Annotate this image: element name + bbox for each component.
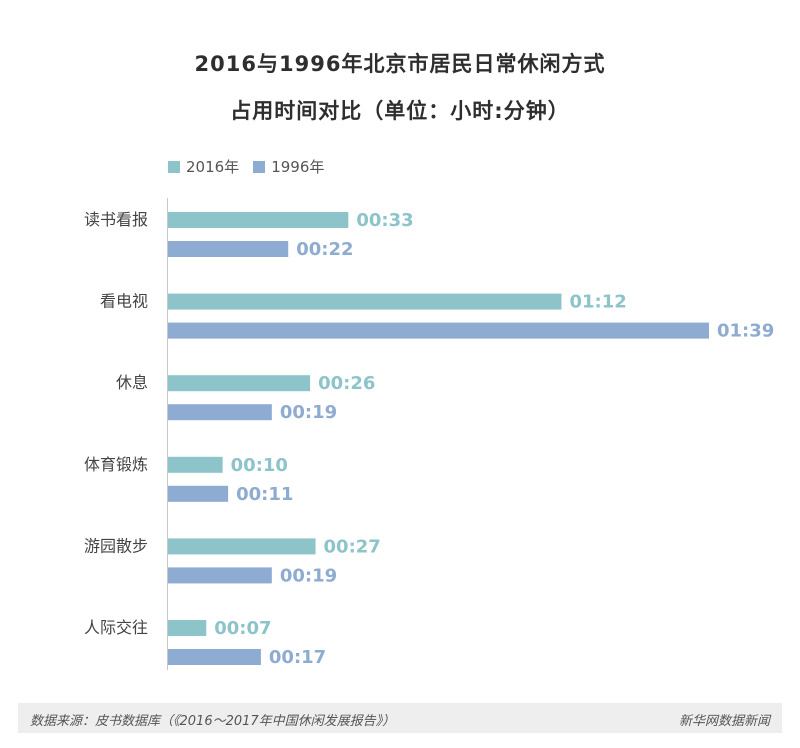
footer: 数据来源：皮书数据库（《2016～2017年中国休闲发展报告》） 新华网数据新闻 (18, 703, 782, 733)
bar-2016 (168, 538, 316, 555)
data-label: 00:22 (296, 239, 353, 260)
data-label: 00:27 (324, 536, 381, 557)
category-label: 看电视 (100, 292, 148, 311)
bar-2016 (168, 456, 223, 473)
data-label: 00:07 (214, 618, 271, 639)
legend-item-2016: 2016年 (168, 156, 239, 177)
category-label: 体育锻炼 (84, 455, 148, 474)
legend-item-1996: 1996年 (253, 156, 324, 177)
data-label: 01:12 (569, 292, 626, 313)
legend-label-2016: 2016年 (186, 158, 240, 176)
chart-title: 2016与1996年北京市居民日常休闲方式 (194, 52, 606, 76)
bar-1996 (168, 485, 229, 502)
data-label: 00:10 (231, 455, 288, 476)
bar-1996 (168, 649, 261, 665)
category-label: 休息 (116, 373, 148, 392)
data-label: 00:17 (269, 647, 326, 668)
category-label: 人际交往 (84, 618, 148, 637)
brand-label: 新华网数据新闻 (678, 714, 770, 729)
bar-2016 (168, 375, 311, 392)
legend-swatch-2016 (168, 160, 180, 173)
data-label: 00:19 (280, 565, 337, 586)
data-label: 00:33 (356, 210, 413, 231)
legend-label-1996: 1996年 (271, 158, 325, 176)
category-label: 游园散步 (84, 536, 148, 555)
bar-1996 (168, 404, 272, 421)
chart-subtitle: 占用时间对比（单位：小时:分钟） (230, 99, 570, 123)
bar-2016 (168, 212, 349, 228)
legend: 2016年 1996年 (168, 156, 338, 177)
category-label: 读书看报 (84, 210, 148, 229)
bar-2016 (168, 620, 207, 636)
data-label: 00:19 (280, 402, 337, 423)
data-label: 00:11 (236, 484, 293, 505)
bar-1996 (168, 322, 709, 339)
legend-swatch-1996 (253, 160, 266, 173)
bar-2016 (168, 293, 562, 310)
source-note: 数据来源：皮书数据库（《2016～2017年中国休闲发展报告》） (30, 714, 396, 729)
bar-1996 (168, 567, 272, 584)
bar-1996 (168, 241, 289, 257)
data-label: 01:39 (717, 321, 774, 342)
data-label: 00:26 (318, 373, 375, 394)
